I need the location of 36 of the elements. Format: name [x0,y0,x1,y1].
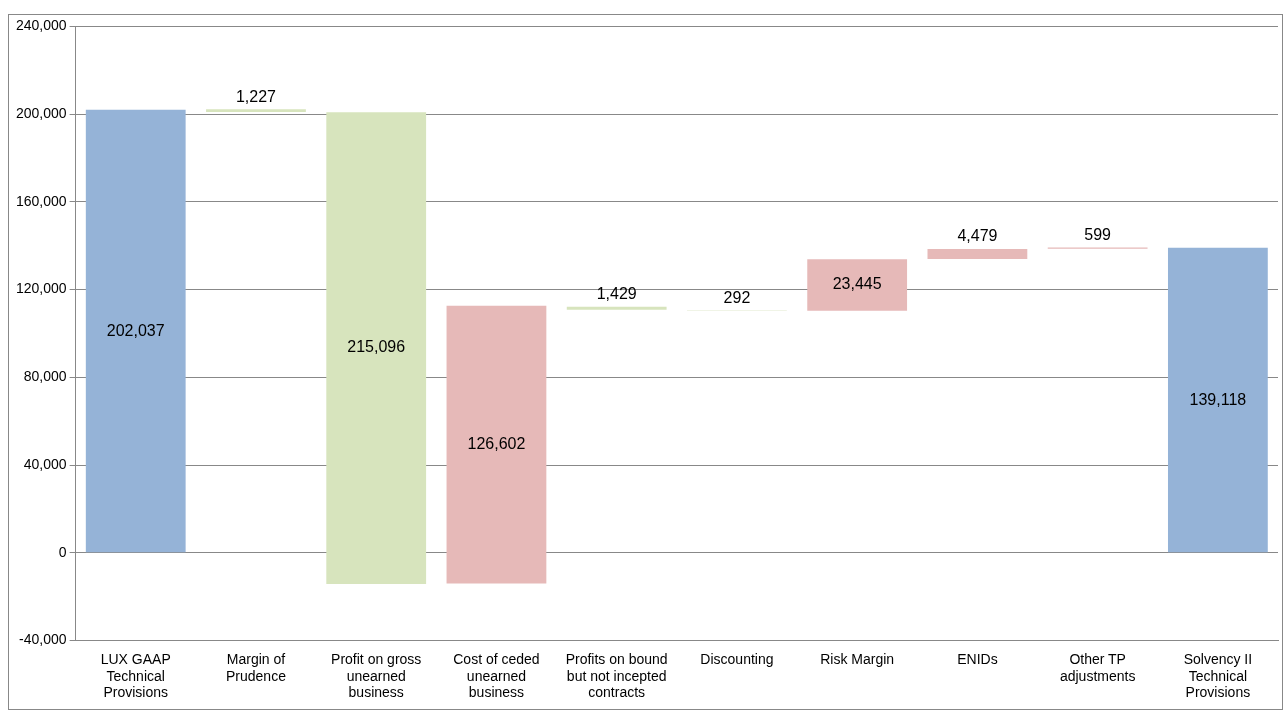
data-label: 126,602 [467,435,526,453]
y-tick-label: 240,000 [16,17,67,34]
x-tick-label: Risk Margin [820,650,895,667]
x-tick-label: Profit on gross unearned business [331,650,422,701]
x-tick-label: Other TP adjustments [1059,650,1136,684]
bar [206,109,306,112]
y-tick-label: -40,000 [19,631,67,648]
y-tick-label: 40,000 [23,455,67,472]
y-tick-label: 0 [58,543,67,560]
bar [1167,247,1268,553]
data-label: 215,096 [347,338,406,356]
data-label: 1,227 [235,87,277,105]
x-tick-label: Discounting [700,650,774,667]
data-label: 23,445 [832,275,882,293]
bar [326,112,427,584]
bar [927,249,1028,259]
bar [85,109,186,553]
x-tick-label: Cost of ceded unearned business [453,650,540,701]
bar [807,259,908,311]
data-label: 139,118 [1189,390,1247,408]
x-tick-label: ENIDs [957,650,998,667]
data-label: 1,429 [596,285,637,303]
bar [446,305,547,584]
x-tick-label: LUX GAAP Technical Provisions [100,650,171,701]
data-label: 599 [1084,225,1112,243]
x-tick-label: Margin of Prudence [226,650,287,684]
y-tick-label: 200,000 [16,105,67,121]
bar [566,306,667,310]
data-label: 4,479 [957,227,998,245]
x-tick-label: Profits on bound but not incepted contracts [565,650,668,701]
y-tick-label: 160,000 [16,192,67,209]
x-tick-label: Solvency II Technical Provisions [1183,650,1253,701]
y-tick-label: 120,000 [16,280,67,297]
data-label: 292 [723,288,751,306]
data-label: 202,037 [106,321,165,339]
y-tick-label: 80,000 [23,368,67,385]
